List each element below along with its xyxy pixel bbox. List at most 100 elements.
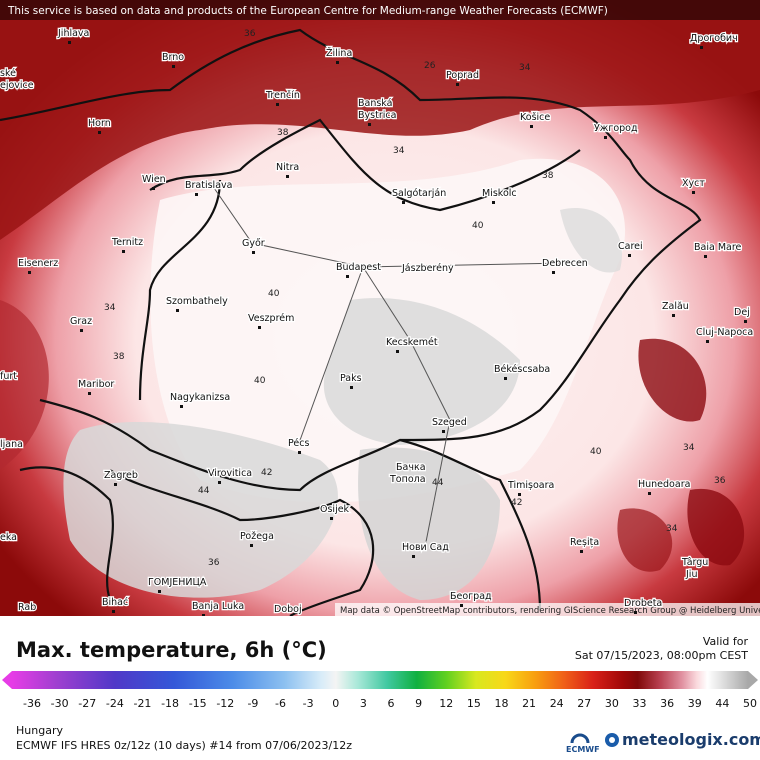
city-label: Békéscsaba — [494, 364, 550, 375]
city-label: Timișoara — [507, 480, 554, 491]
city-label: Doboj — [274, 604, 302, 615]
city-marker — [195, 193, 198, 196]
city-label: Zagreb — [104, 470, 138, 481]
model-info: ECMWF IFS HRES 0z/12z (10 days) #14 from… — [16, 739, 352, 752]
city-label: Žilina — [326, 47, 352, 59]
colorbar — [12, 671, 748, 689]
contour-label: 38 — [542, 171, 554, 181]
contour-label: 34 — [666, 524, 678, 534]
city-marker — [350, 386, 353, 389]
city-marker — [412, 555, 415, 558]
contour-label: 34 — [104, 303, 116, 313]
city-marker — [504, 377, 507, 380]
contour-label: 38 — [113, 352, 125, 362]
city-label: Eisenerz — [18, 258, 58, 269]
city-label: Požega — [240, 531, 274, 542]
contour-label: 36 — [714, 476, 726, 486]
city-label: Jiu — [685, 569, 697, 580]
city-marker — [28, 271, 31, 274]
colorbar-tick-label: 3 — [359, 697, 367, 710]
city-marker — [672, 314, 675, 317]
city-label: Drobeta — [624, 598, 662, 609]
city-label: Dej — [734, 307, 750, 318]
city-label: furt — [0, 371, 17, 382]
colorbar-tick-label: 21 — [522, 697, 537, 710]
city-label: Топола — [389, 474, 426, 485]
notice: This service is based on data and produc… — [7, 5, 608, 17]
contour-label: 34 — [393, 146, 405, 156]
city-label: Veszprém — [248, 313, 294, 324]
city-marker — [368, 123, 371, 126]
city-label: Bihać — [102, 597, 128, 608]
colorbar-tick-label: 50 — [743, 697, 757, 710]
colorbar-tick-label: -30 — [50, 697, 69, 710]
city-label: Banská — [358, 98, 392, 109]
colorbar-tick-label: 15 — [466, 697, 481, 710]
city-marker — [460, 604, 463, 607]
city-label: Ternitz — [111, 237, 143, 248]
contour-label: 34 — [519, 63, 531, 73]
city-label: Horn — [88, 118, 111, 129]
city-marker — [648, 492, 651, 495]
contour-label: 26 — [424, 61, 436, 71]
city-label: Osijek — [320, 504, 350, 515]
colorbar-tick-label: 6 — [387, 697, 395, 710]
city-marker — [346, 275, 349, 278]
city-marker — [252, 251, 255, 254]
city-label: Nitra — [276, 162, 299, 173]
contour-label: 44 — [198, 486, 210, 496]
city-marker — [152, 187, 155, 190]
city-marker — [744, 320, 747, 323]
colorbar-tick-label: -6 — [275, 697, 287, 710]
city-marker — [692, 191, 695, 194]
city-marker — [628, 254, 631, 257]
city-marker — [80, 329, 83, 332]
city-marker — [402, 201, 405, 204]
colorbar-tick-label: -12 — [216, 697, 235, 710]
city-label: Bratislava — [185, 180, 232, 191]
city-marker — [396, 350, 399, 353]
colorbar-tick-label: -27 — [78, 697, 97, 710]
city-marker — [552, 271, 555, 274]
city-marker — [580, 550, 583, 553]
city-marker — [98, 131, 101, 134]
contour-labels: 36 26 34 38 34 38 40 34 40 38 40 40 42 44 44 42 34 36 34 36 — [104, 29, 726, 568]
city-label: Reșița — [570, 537, 599, 548]
city-label: Virovitica — [208, 468, 252, 479]
city-label: Salgótarján — [392, 188, 446, 199]
city-label: Rab — [18, 602, 36, 613]
contour-label: 40 — [254, 376, 266, 386]
colorbar-arrow-low — [2, 671, 12, 689]
city-label: Cluj-Napoca — [696, 327, 753, 338]
city-label: Poprad — [446, 70, 479, 81]
city-label: Szeged — [432, 417, 467, 428]
ecmwf-logo: ECMWF — [566, 745, 600, 754]
city-label: Târgu — [681, 557, 708, 568]
city-label: Хуст — [682, 178, 705, 189]
city-marker — [114, 483, 117, 486]
colorbar-tick-label: -24 — [105, 697, 124, 710]
contour-label: 40 — [590, 447, 602, 457]
contour-label: 36 — [244, 29, 256, 39]
colorbar-tick-label: -21 — [133, 697, 152, 710]
city-label: Győr — [242, 238, 265, 249]
colorbar-tick-label: 30 — [604, 697, 619, 710]
region: Hungary — [16, 724, 63, 737]
city-marker — [530, 125, 533, 128]
valid-label: Valid for — [702, 635, 748, 648]
city-label: Бачка — [396, 462, 426, 473]
city-label: Miskolc — [482, 188, 517, 199]
city-label: Szombathely — [166, 296, 228, 307]
city-marker — [172, 65, 175, 68]
city-label: Ужгород — [594, 123, 638, 134]
city-label: ejovice — [0, 80, 34, 91]
colorbar-tick-label: -15 — [188, 697, 207, 710]
colorbar-arrow-high — [748, 671, 758, 689]
city-label: Нови Сад — [402, 542, 449, 553]
city-label: Banja Luka — [192, 601, 244, 612]
city-label: Zalău — [662, 301, 689, 312]
city-marker — [250, 544, 253, 547]
contour-label: 40 — [268, 289, 280, 299]
city-marker — [518, 493, 521, 496]
city-marker — [158, 590, 161, 593]
